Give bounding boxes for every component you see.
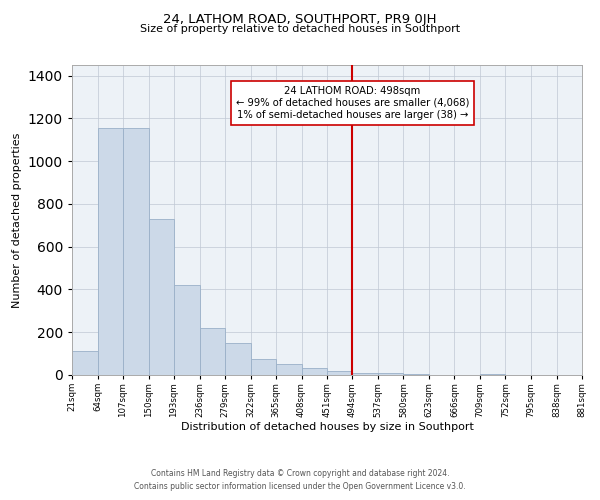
Text: 24 LATHOM ROAD: 498sqm
← 99% of detached houses are smaller (4,068)
1% of semi-d: 24 LATHOM ROAD: 498sqm ← 99% of detached… bbox=[236, 86, 469, 120]
Bar bbox=[352, 373, 378, 375]
Bar bbox=[480, 374, 505, 375]
Bar bbox=[403, 374, 429, 375]
Text: Contains HM Land Registry data © Crown copyright and database right 2024.: Contains HM Land Registry data © Crown c… bbox=[151, 468, 449, 477]
Bar bbox=[199, 328, 225, 375]
Bar bbox=[97, 128, 123, 375]
Bar bbox=[123, 128, 149, 375]
Bar bbox=[174, 285, 199, 375]
Bar bbox=[149, 219, 174, 375]
Bar bbox=[251, 359, 276, 375]
Text: 24, LATHOM ROAD, SOUTHPORT, PR9 0JH: 24, LATHOM ROAD, SOUTHPORT, PR9 0JH bbox=[163, 12, 437, 26]
Bar bbox=[327, 370, 352, 375]
Bar bbox=[378, 374, 403, 375]
Bar bbox=[276, 364, 302, 375]
X-axis label: Distribution of detached houses by size in Southport: Distribution of detached houses by size … bbox=[181, 422, 473, 432]
Bar bbox=[225, 344, 251, 375]
Y-axis label: Number of detached properties: Number of detached properties bbox=[12, 132, 22, 308]
Bar bbox=[72, 352, 97, 375]
Text: Contains public sector information licensed under the Open Government Licence v3: Contains public sector information licen… bbox=[134, 482, 466, 491]
Text: Size of property relative to detached houses in Southport: Size of property relative to detached ho… bbox=[140, 24, 460, 34]
Bar bbox=[302, 368, 327, 375]
